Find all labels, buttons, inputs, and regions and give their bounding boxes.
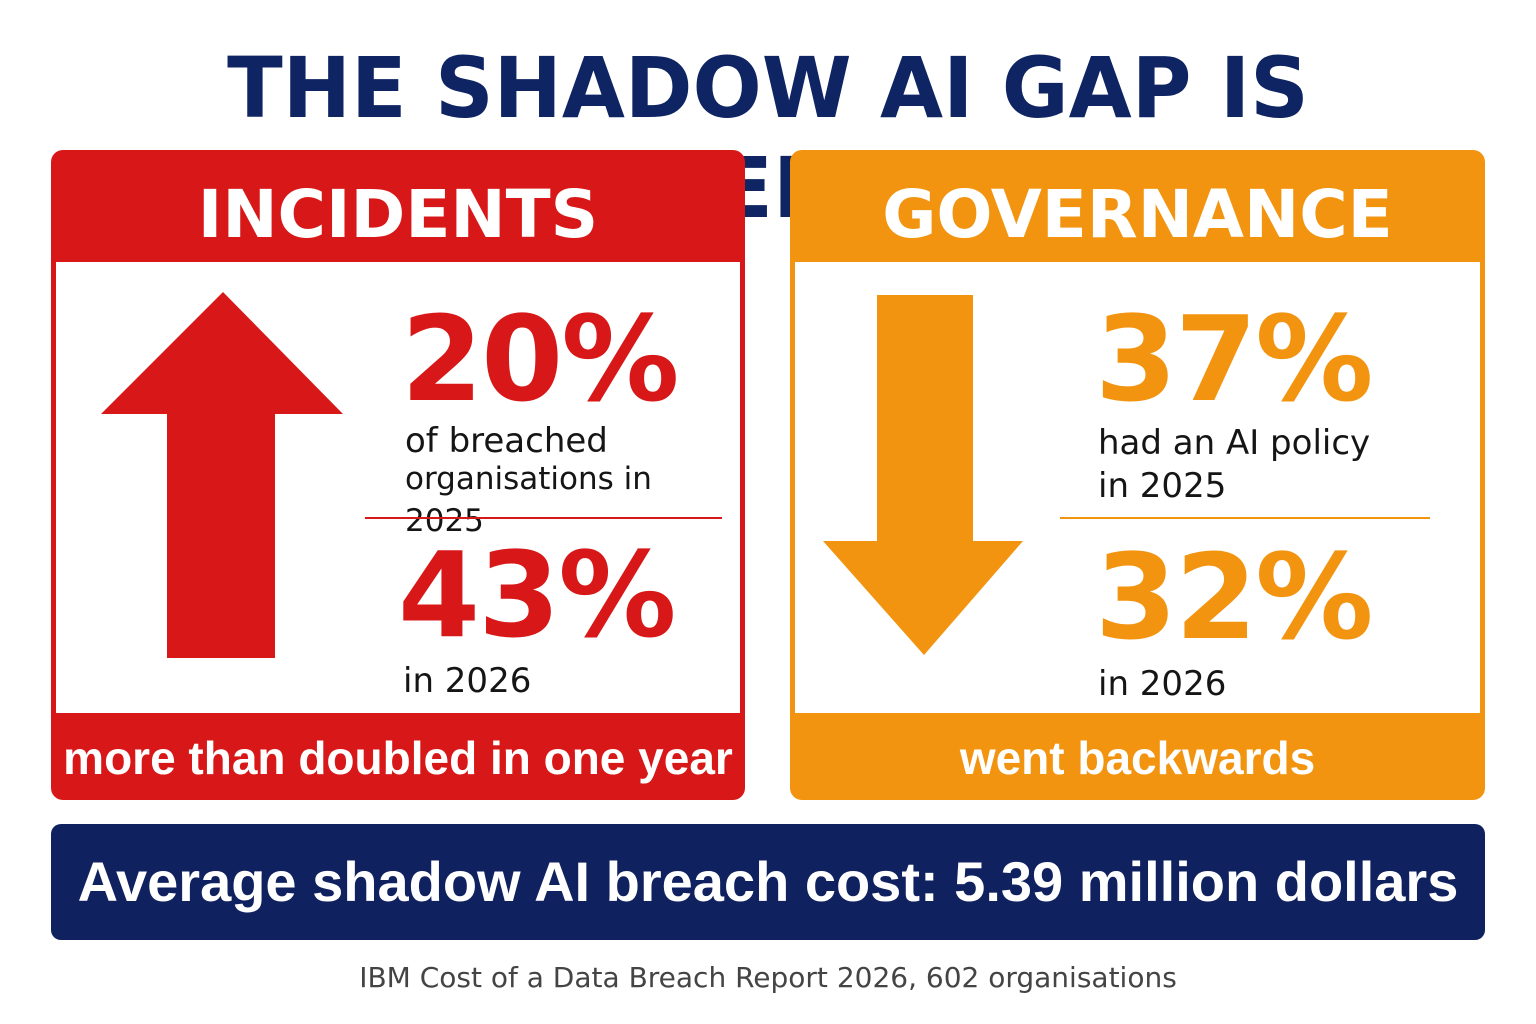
governance-stat-2025: 37% [1095, 290, 1373, 428]
incidents-heading: INCIDENTS [197, 176, 599, 253]
incidents-label-2025-line2: organisations in 2025 [405, 461, 652, 539]
arrow-down-icon [823, 295, 1023, 655]
source-citation: IBM Cost of a Data Breach Report 2026, 6… [359, 961, 1177, 994]
governance-label-2026: in 2026 [1098, 664, 1227, 704]
arrow-up-icon [101, 292, 343, 658]
governance-content: 37% had an AI policy in 2025 32% in 2026 [795, 262, 1480, 713]
incidents-divider [365, 517, 722, 519]
incidents-stat-2026: 43% [398, 526, 676, 664]
governance-panel: GOVERNANCE 37% had an AI policy in 2025 … [790, 150, 1485, 800]
incidents-label-2025-line1: of breached [405, 421, 608, 461]
page-title: THE SHADOW AI GAP IS WIDENING [227, 39, 1309, 237]
governance-label-2025-line1: had an AI policy [1098, 423, 1371, 463]
breach-cost-banner: Average shadow AI breach cost: 5.39 mill… [51, 824, 1485, 940]
governance-heading: GOVERNANCE [882, 176, 1393, 253]
incidents-stat-2025: 20% [401, 290, 679, 428]
governance-label-2025-line2: in 2025 [1098, 466, 1227, 506]
incidents-footer: more than doubled in one year [63, 732, 733, 784]
incidents-panel: INCIDENTS 20% of breached organisations … [51, 150, 745, 800]
incidents-label-2026: in 2026 [403, 661, 532, 701]
governance-divider [1060, 517, 1430, 519]
governance-stat-2026: 32% [1095, 528, 1373, 666]
governance-footer: went backwards [959, 732, 1316, 784]
incidents-content: 20% of breached organisations in 2025 43… [56, 262, 740, 713]
